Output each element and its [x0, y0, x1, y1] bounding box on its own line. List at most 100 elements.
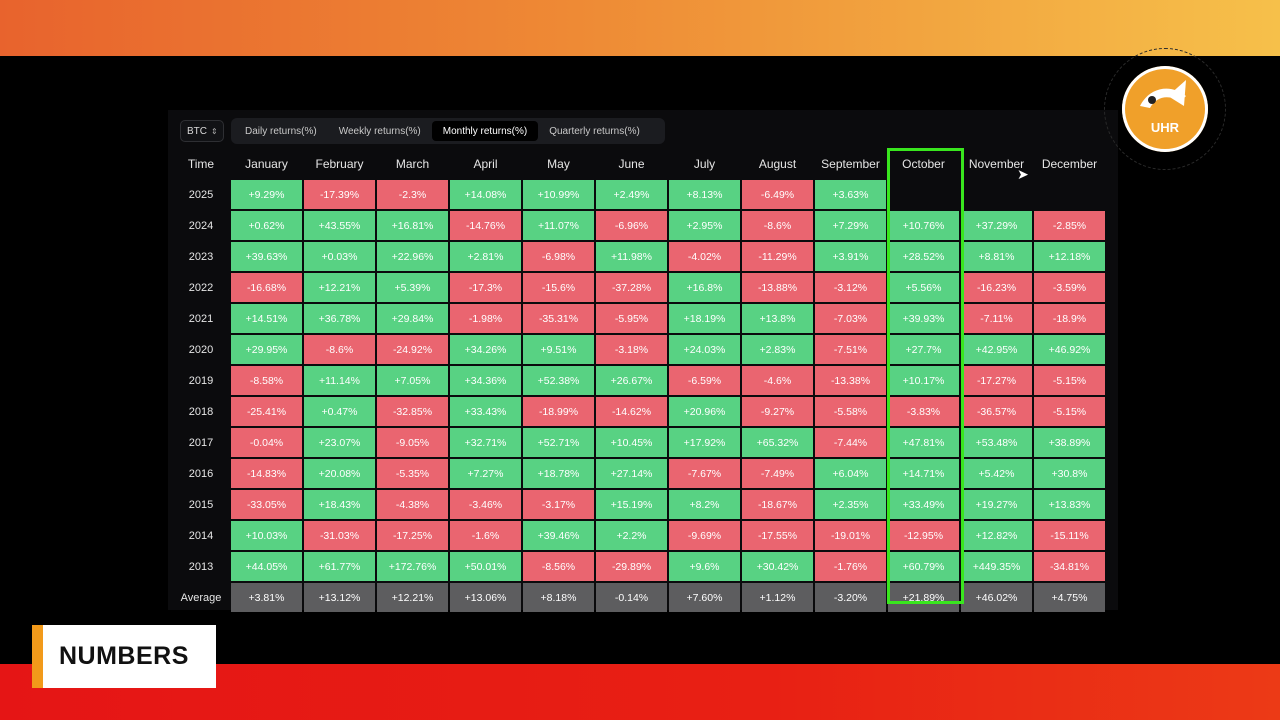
return-cell: -2.85% [1034, 211, 1105, 240]
return-cell: -7.11% [961, 304, 1032, 333]
section-badge: NUMBERS [32, 625, 216, 688]
bull-emblem-icon [1140, 80, 1186, 108]
return-cell: +18.43% [304, 490, 375, 519]
year-label: 2019 [188, 374, 214, 387]
return-cell: +2.35% [815, 490, 886, 519]
return-cell: -6.96% [596, 211, 667, 240]
return-cell: +5.39% [377, 273, 448, 302]
return-cell: -9.69% [669, 521, 740, 550]
month-header-march: March [395, 156, 430, 171]
return-cell: +27.14% [596, 459, 667, 488]
return-cell: +39.93% [888, 304, 959, 333]
return-cell: -14.62% [596, 397, 667, 426]
return-cell: +11.14% [304, 366, 375, 395]
tab-weekly-returns[interactable]: Weekly returns(%) [338, 125, 421, 137]
return-cell: +12.82% [961, 521, 1032, 550]
return-cell: -16.68% [231, 273, 302, 302]
return-cell: -3.17% [523, 490, 594, 519]
return-cell: +30.8% [1034, 459, 1105, 488]
return-cell: +8.13% [669, 180, 740, 209]
return-cell: -16.23% [961, 273, 1032, 302]
return-cell: -15.6% [523, 273, 594, 302]
year-label: 2013 [188, 560, 214, 573]
return-cell: -14.76% [450, 211, 521, 240]
return-cell: +26.67% [596, 366, 667, 395]
month-header-january: January [245, 156, 288, 171]
return-cell: +34.36% [450, 366, 521, 395]
return-cell: -7.49% [742, 459, 813, 488]
average-cell: +3.81% [231, 583, 302, 612]
return-cell [961, 180, 1032, 209]
return-cell: -15.11% [1034, 521, 1105, 550]
return-cell: -8.56% [523, 552, 594, 581]
month-header-august: August [758, 156, 797, 171]
return-cell: -6.49% [742, 180, 813, 209]
return-cell: -4.38% [377, 490, 448, 519]
return-cell: +44.05% [231, 552, 302, 581]
return-cell: -5.58% [815, 397, 886, 426]
year-label: 2015 [188, 498, 214, 511]
year-label: 2016 [188, 467, 214, 480]
monthly-returns-table: Time January February March April May June July… [172, 148, 1106, 613]
return-cell: -34.81% [1034, 552, 1105, 581]
return-cell: +29.95% [231, 335, 302, 364]
month-header-february: February [315, 156, 364, 171]
average-cell: +12.21% [377, 583, 448, 612]
return-cell: +46.92% [1034, 335, 1105, 364]
year-label: 2021 [188, 312, 214, 325]
return-cell: +10.17% [888, 366, 959, 395]
year-label: 2024 [188, 219, 214, 232]
return-cell: +12.21% [304, 273, 375, 302]
return-cell: -36.57% [961, 397, 1032, 426]
return-cell: +5.56% [888, 273, 959, 302]
return-cell: +33.43% [450, 397, 521, 426]
month-header-november: November [968, 156, 1025, 171]
return-cell [1034, 180, 1105, 209]
return-cell: +2.81% [450, 242, 521, 271]
return-cell: -33.05% [231, 490, 302, 519]
return-cell: +11.98% [596, 242, 667, 271]
return-cell: -9.05% [377, 428, 448, 457]
return-cell: +2.95% [669, 211, 740, 240]
average-row-label: Average [180, 591, 222, 604]
logo-text: UHR [1150, 120, 1180, 135]
return-cell: +50.01% [450, 552, 521, 581]
return-cell: -29.89% [596, 552, 667, 581]
return-cell: -13.38% [815, 366, 886, 395]
return-cell: +34.26% [450, 335, 521, 364]
return-cell: -1.98% [450, 304, 521, 333]
average-cell: -0.14% [596, 583, 667, 612]
tab-quarterly-returns[interactable]: Quarterly returns(%) [549, 125, 640, 137]
badge-label: NUMBERS [59, 642, 189, 670]
return-cell: +28.52% [888, 242, 959, 271]
return-cell: +33.49% [888, 490, 959, 519]
tab-monthly-returns[interactable]: Monthly returns(%) [431, 121, 539, 141]
tab-daily-returns[interactable]: Daily returns(%) [245, 125, 317, 137]
channel-logo: UHR [1122, 66, 1208, 152]
return-cell: +0.62% [231, 211, 302, 240]
return-cell: +0.47% [304, 397, 375, 426]
return-cell: +65.32% [742, 428, 813, 457]
return-cell: +7.05% [377, 366, 448, 395]
top-banner [0, 0, 1280, 56]
average-cell: +13.12% [304, 583, 375, 612]
return-cell: -1.76% [815, 552, 886, 581]
asset-select-value: BTC [187, 125, 207, 137]
asset-select[interactable]: BTC ⇕ [180, 120, 224, 142]
return-cell: -5.15% [1034, 366, 1105, 395]
return-cell: -17.3% [450, 273, 521, 302]
return-cell: -12.95% [888, 521, 959, 550]
return-cell: +8.81% [961, 242, 1032, 271]
badge-accent-stripe [32, 625, 43, 688]
return-cell: -19.01% [815, 521, 886, 550]
return-cell: -4.6% [742, 366, 813, 395]
return-cell: +61.77% [304, 552, 375, 581]
return-cell: +8.2% [669, 490, 740, 519]
return-cell: -7.51% [815, 335, 886, 364]
return-cell: +43.55% [304, 211, 375, 240]
return-cell: +52.71% [523, 428, 594, 457]
return-cell: +52.38% [523, 366, 594, 395]
return-cell: +16.8% [669, 273, 740, 302]
returns-tabs: Daily returns(%) Weekly returns(%) Month… [231, 118, 665, 144]
return-cell: -18.9% [1034, 304, 1105, 333]
